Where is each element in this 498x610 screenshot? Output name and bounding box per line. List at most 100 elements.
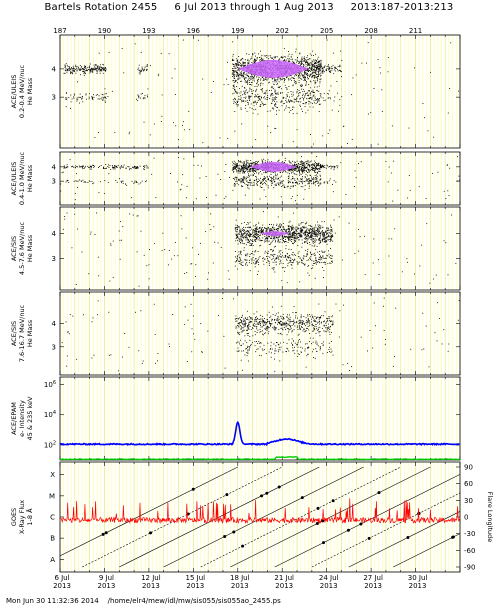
data-point — [315, 166, 316, 168]
data-point — [144, 95, 146, 97]
data-point — [443, 240, 445, 242]
data-point — [247, 169, 249, 171]
data-point — [312, 163, 313, 165]
data-point — [318, 170, 320, 172]
data-point — [260, 85, 262, 87]
data-point — [115, 179, 117, 181]
data-point — [319, 63, 321, 65]
data-point — [317, 180, 319, 182]
data-point — [302, 91, 304, 93]
data-point — [78, 67, 79, 69]
data-point — [277, 161, 279, 163]
data-point — [313, 102, 315, 104]
data-point — [306, 92, 308, 94]
data-point — [305, 103, 307, 105]
data-point — [291, 233, 293, 235]
data-point — [320, 60, 322, 62]
data-point — [255, 171, 256, 173]
data-point — [129, 169, 130, 171]
data-point — [82, 165, 84, 167]
data-point — [235, 80, 237, 82]
data-point — [77, 99, 79, 101]
data-point — [195, 198, 197, 200]
data-point — [307, 95, 309, 97]
data-point — [275, 183, 277, 185]
data-point — [261, 88, 263, 90]
data-point — [249, 95, 251, 97]
data-point — [244, 172, 245, 174]
data-point — [301, 156, 302, 158]
data-point — [256, 57, 258, 58]
data-point — [242, 179, 244, 181]
data-point — [260, 183, 262, 184]
data-point — [445, 242, 447, 244]
data-point — [246, 161, 248, 163]
data-point — [318, 68, 320, 70]
data-point — [264, 170, 266, 172]
data-point — [284, 186, 286, 188]
data-point — [281, 78, 283, 80]
data-point — [261, 102, 263, 104]
data-point — [359, 236, 361, 238]
data-point — [299, 170, 301, 172]
data-point — [98, 167, 99, 168]
data-point — [139, 71, 141, 73]
data-point — [324, 181, 326, 183]
data-point — [337, 65, 339, 67]
data-point — [104, 96, 106, 98]
data-point — [320, 182, 322, 184]
data-point — [267, 179, 269, 181]
data-point — [79, 165, 81, 167]
data-point — [261, 91, 263, 93]
data-point — [309, 67, 311, 69]
data-point — [233, 184, 235, 186]
data-point — [134, 166, 136, 167]
data-point — [91, 68, 93, 70]
data-point — [278, 86, 280, 88]
data-point — [76, 186, 78, 188]
data-point — [248, 184, 250, 186]
data-point — [233, 77, 235, 79]
data-point — [253, 60, 255, 62]
data-point — [259, 57, 260, 58]
data-point — [316, 89, 318, 91]
data-point — [275, 128, 277, 129]
data-point — [283, 180, 285, 182]
data-point — [301, 61, 303, 63]
data-point — [301, 86, 303, 87]
data-point — [254, 169, 256, 171]
data-point — [92, 164, 94, 166]
data-point — [257, 100, 259, 101]
data-point — [73, 94, 75, 96]
data-point — [240, 171, 241, 172]
data-point — [297, 77, 299, 79]
data-point — [256, 184, 258, 186]
data-point — [250, 234, 252, 236]
data-point — [148, 264, 150, 266]
data-point — [155, 197, 157, 199]
data-point — [77, 228, 78, 230]
data-point — [320, 167, 322, 169]
data-point — [245, 77, 247, 79]
data-point — [253, 105, 255, 107]
data-point — [236, 65, 237, 67]
data-point — [143, 169, 145, 170]
data-point — [235, 92, 237, 94]
data-point — [288, 78, 289, 80]
data-point — [76, 97, 78, 99]
data-point — [459, 179, 461, 181]
data-point — [240, 72, 242, 74]
data-point — [249, 179, 250, 181]
data-point — [244, 167, 246, 169]
data-point — [266, 92, 268, 94]
data-point — [89, 167, 91, 169]
data-point — [299, 75, 301, 77]
data-point — [235, 58, 237, 60]
data-point — [277, 93, 279, 95]
data-point — [288, 86, 290, 87]
data-point — [260, 104, 262, 106]
data-point — [300, 178, 302, 180]
top-tick-label: 211 — [409, 27, 422, 35]
data-point — [302, 186, 304, 188]
data-point — [291, 172, 292, 174]
